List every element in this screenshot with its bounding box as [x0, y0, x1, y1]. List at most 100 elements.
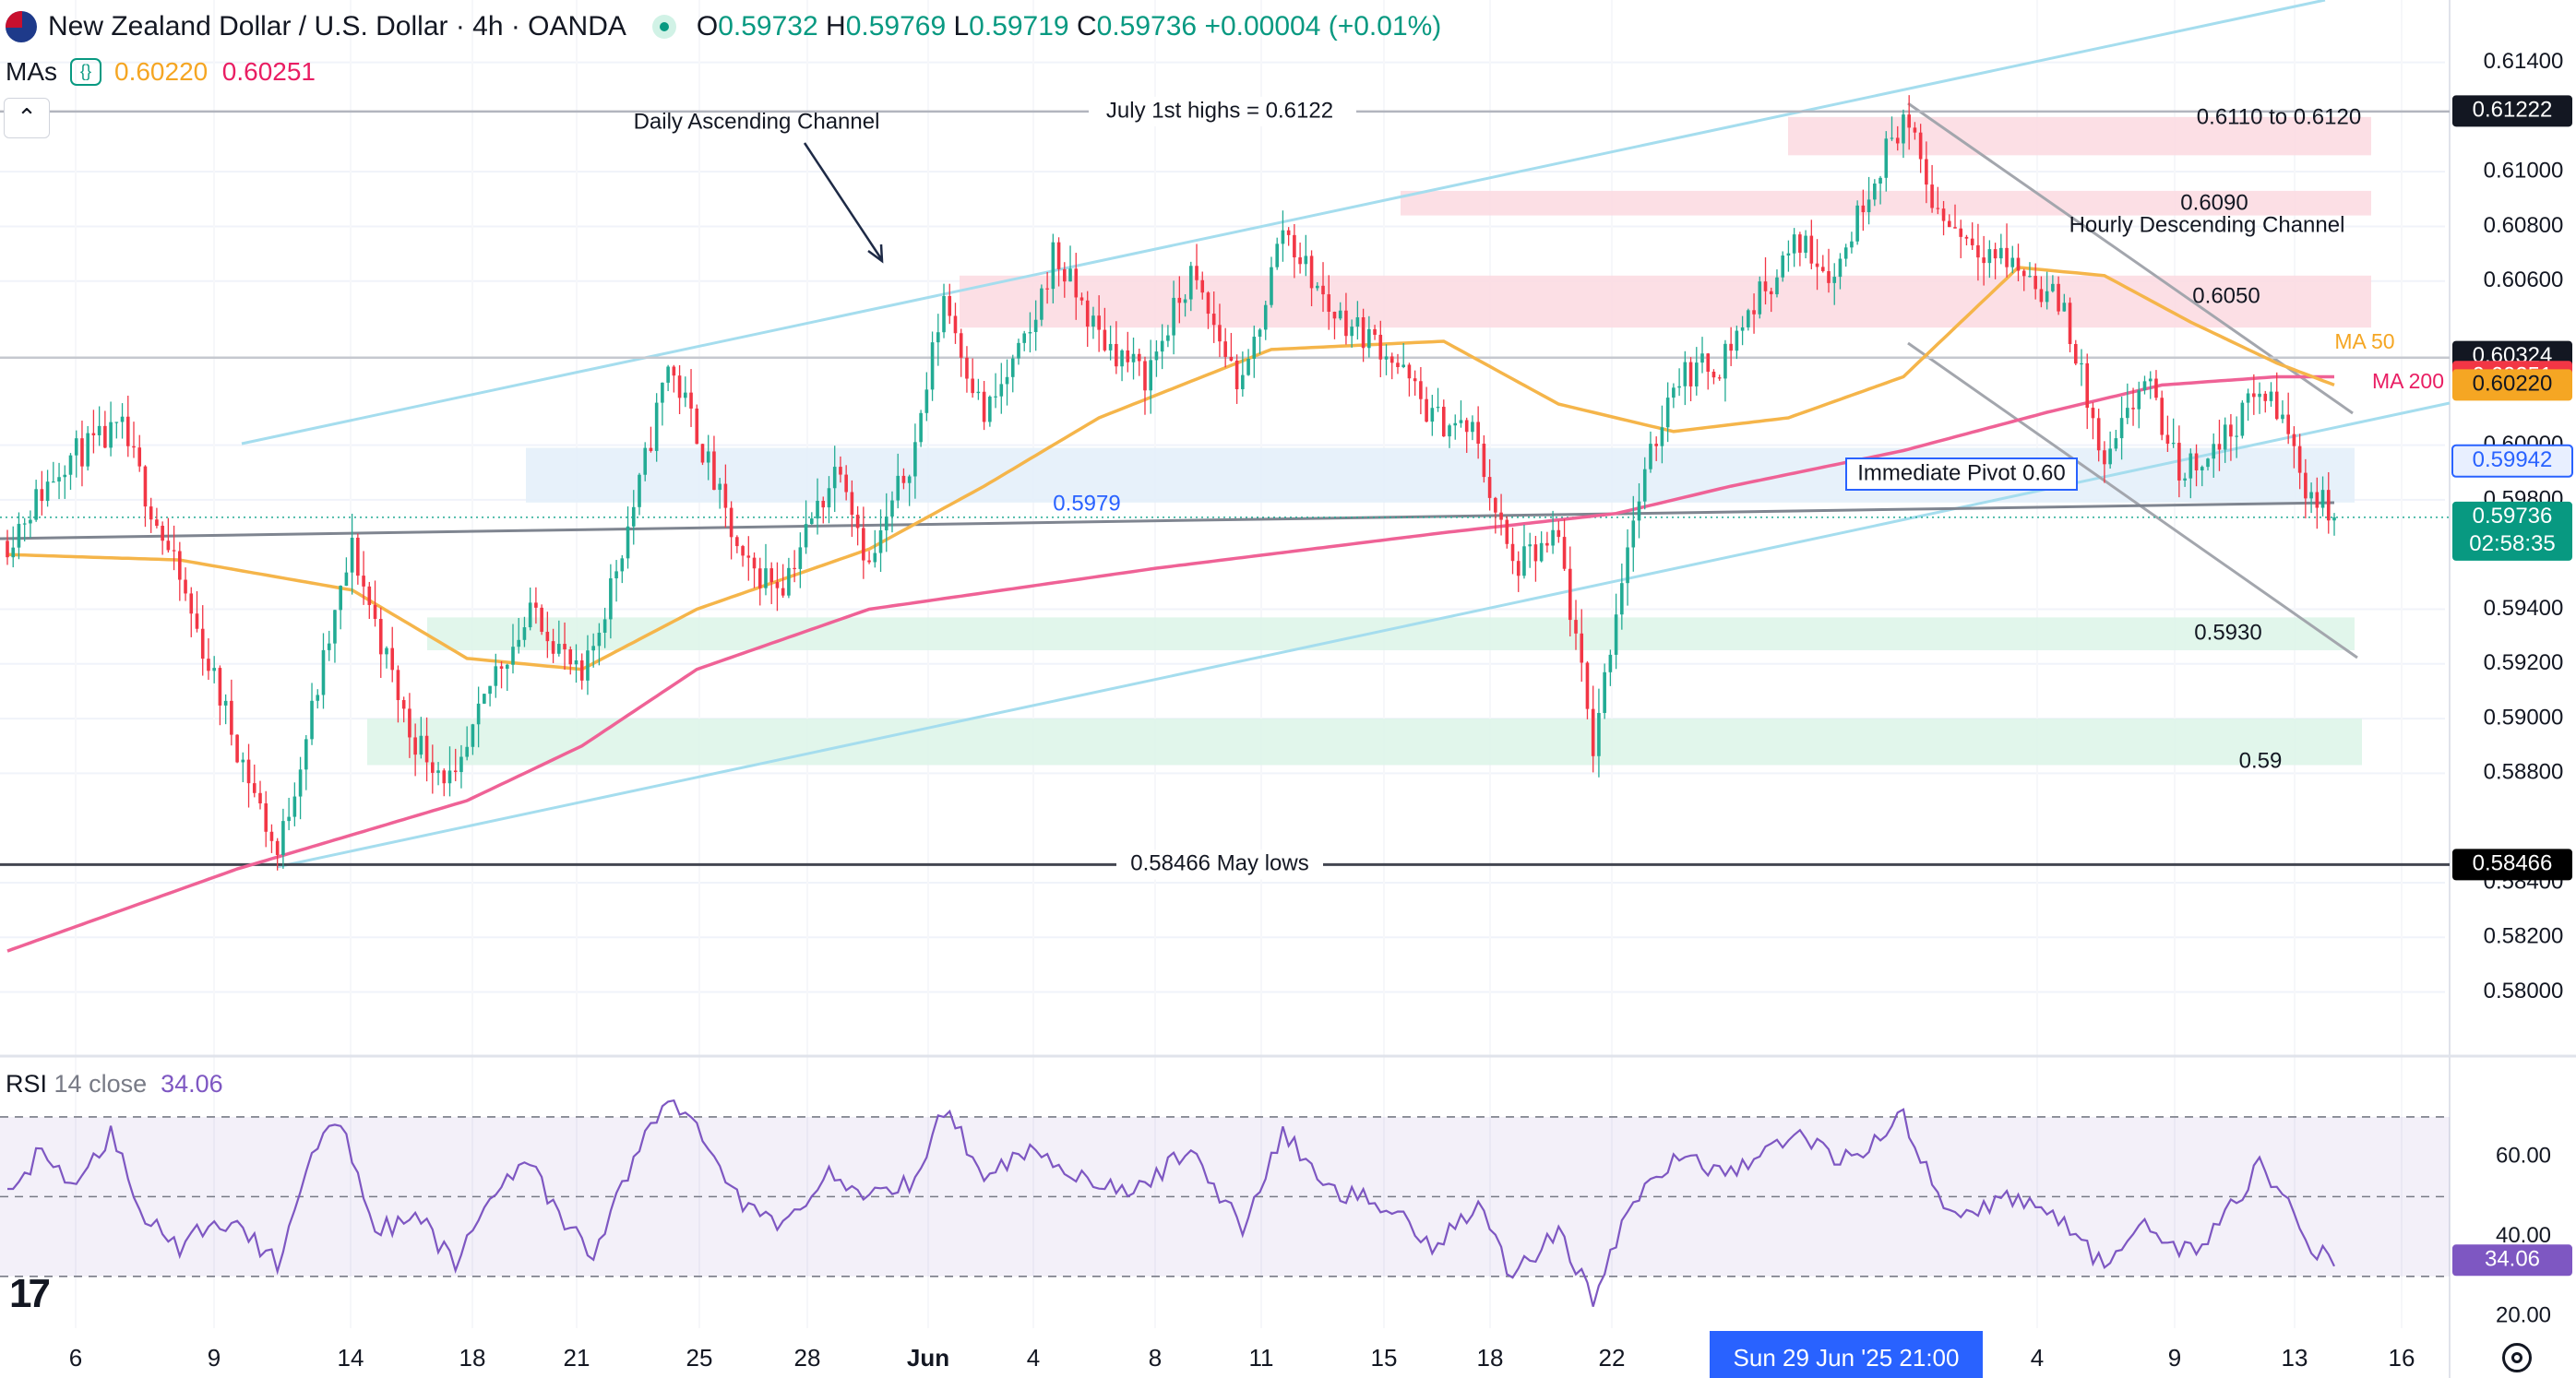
candle-body [2223, 424, 2227, 450]
time-axis-tick: 4 [2031, 1344, 2044, 1372]
candle-body [97, 425, 101, 435]
candle-body [1476, 422, 1480, 445]
candle-body [86, 433, 89, 467]
candle-body [907, 476, 912, 483]
candle-body [327, 643, 331, 650]
candle-body [212, 668, 216, 671]
candle-body [120, 416, 125, 422]
ma-legend-label[interactable]: MAs [6, 57, 57, 86]
rsi-value-badge [2452, 1244, 2572, 1277]
price-badge [2452, 95, 2572, 127]
candle-body [396, 670, 400, 701]
candle-body [1792, 234, 1796, 254]
candle-body [1781, 255, 1784, 278]
candle-body [1017, 342, 1020, 359]
price-badge [2451, 444, 2573, 478]
candle-body [172, 550, 176, 552]
candle-body [1419, 381, 1423, 399]
candle-body [2183, 478, 2187, 481]
candle-body [132, 445, 136, 448]
candle-body [953, 315, 958, 334]
candle-body [643, 447, 648, 475]
candle-body [1820, 267, 1825, 271]
candle-body [2131, 408, 2135, 410]
candle-body [1941, 208, 1946, 221]
candle-body [982, 391, 986, 422]
candle-body [798, 547, 803, 569]
candle-body [654, 402, 659, 451]
candle-body [1188, 266, 1193, 300]
candle-body [1430, 408, 1435, 422]
candle-body [149, 506, 153, 520]
candle-body [1010, 358, 1015, 377]
time-axis-tick: 6 [69, 1344, 82, 1372]
candle-body [344, 572, 349, 587]
candle-body [2016, 257, 2021, 271]
candle-body [413, 737, 417, 755]
eye-icon[interactable]: {} [70, 58, 101, 86]
july-highs-label: July 1st highs = 0.6122 [1106, 98, 1333, 123]
candle-body [316, 695, 320, 701]
ma50-legend-value: 0.60220 [114, 57, 209, 86]
candle-body [1752, 310, 1756, 315]
chart-axes: 0.614000.610000.608000.606000.600000.598… [69, 49, 2573, 1378]
candle-body [1528, 544, 1532, 547]
candle-body [178, 551, 182, 580]
candle-body [447, 770, 452, 784]
candle-body [63, 474, 67, 478]
candle-body [522, 627, 527, 640]
candle-body [948, 295, 952, 316]
candle-body [1574, 620, 1578, 634]
candle-body [109, 422, 113, 448]
candle-body [1804, 235, 1807, 253]
candlesticks [6, 95, 2336, 871]
rsi-label[interactable]: RSI [6, 1070, 48, 1098]
candle-body [2274, 391, 2279, 420]
candle-body [661, 382, 664, 403]
candle-body [2154, 378, 2158, 398]
candle-body [2188, 453, 2193, 479]
candle-body [775, 582, 780, 588]
candle-body [602, 619, 607, 633]
market-status-icon[interactable] [651, 15, 676, 39]
candle-body [1717, 377, 1722, 379]
candle-body [1539, 542, 1544, 562]
candle-body [1079, 297, 1084, 301]
candle-body [2217, 444, 2222, 450]
candle-body [1706, 353, 1711, 373]
ma200-legend-value: 0.60251 [221, 57, 316, 86]
candle-body [2292, 434, 2296, 446]
candle-body [1683, 362, 1688, 386]
candle-body [574, 659, 578, 665]
candle-body [1551, 529, 1555, 546]
change-value: +0.00004 (+0.01%) [1204, 11, 1442, 42]
candle-body [373, 604, 377, 620]
candle-body [1545, 542, 1549, 546]
may-lows-label: 0.58466 May lows [1130, 851, 1308, 876]
candle-body [235, 734, 239, 763]
candle-body [200, 628, 205, 659]
tradingview-logo-icon[interactable]: 17 [9, 1271, 51, 1316]
candle-body [545, 631, 550, 642]
gear-icon[interactable] [2502, 1343, 2532, 1372]
candle-body [2126, 408, 2129, 419]
symbol-title[interactable]: New Zealand Dollar / U.S. Dollar · 4h · … [48, 11, 626, 42]
collapse-legend-button[interactable]: ⌃ [4, 98, 50, 138]
rsi-axis-tick: 60.00 [2496, 1143, 2551, 1168]
rsi-legend: RSI 14 close 34.06 [6, 1070, 223, 1099]
candle-body [1338, 310, 1342, 319]
candle-body [1143, 361, 1147, 391]
candle-body [431, 762, 435, 773]
candle-body [1396, 362, 1400, 367]
candle-body [103, 425, 107, 448]
candle-body [706, 451, 710, 463]
candle-body [1999, 247, 2003, 259]
candle-body [2114, 438, 2118, 449]
zone-rect [526, 447, 2355, 503]
candle-body [1459, 420, 1463, 423]
candle-body [195, 613, 199, 629]
candle-body [2068, 303, 2072, 345]
candle-body [2286, 414, 2290, 434]
candle-body [52, 481, 55, 483]
